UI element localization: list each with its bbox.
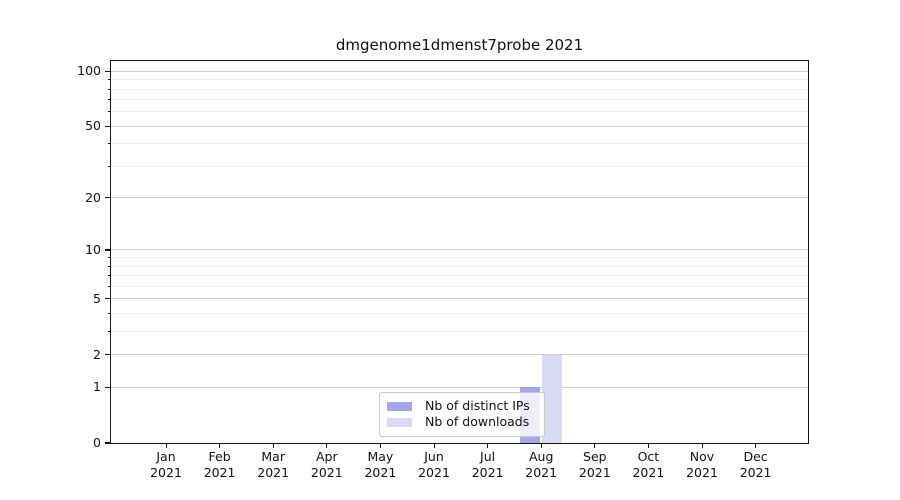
bar-nb-of-downloads-aug-2021 [542,354,563,443]
x-tick-sep-2021 [594,444,596,448]
y-minor-tick-9 [108,257,111,259]
y-tick-5 [105,298,110,300]
gridline-major-1 [111,386,808,388]
y-minor-tick-80 [108,88,111,90]
x-tick-label-aug-2021: Aug 2021 [525,449,558,480]
x-tick-label-sep-2021: Sep 2021 [578,449,611,480]
y-tick-label-50: 50 [85,118,101,134]
legend-swatch-downloads [387,417,412,427]
y-tick-20 [105,197,110,199]
x-tick-label-feb-2021: Feb 2021 [203,449,236,480]
gridline-minor-90 [111,79,808,81]
x-tick-may-2021 [379,444,382,448]
y-tick-label-20: 20 [85,189,101,205]
x-tick-label-mar-2021: Mar 2021 [257,449,290,480]
x-tick-label-nov-2021: Nov 2021 [686,449,718,480]
x-tick-apr-2021 [326,444,328,448]
legend: Nb of distinct IPs Nb of downloads [379,392,545,437]
y-tick-label-10: 10 [85,241,101,257]
gridline-major-5 [111,298,808,300]
y-minor-tick-70 [108,99,111,101]
gridline-minor-60 [111,111,808,113]
x-tick-mar-2021 [272,444,274,448]
x-tick-label-dec-2021: Dec 2021 [739,449,772,480]
y-minor-tick-30 [108,166,111,167]
x-tick-jul-2021 [487,444,489,448]
gridline-minor-30 [111,166,808,167]
x-tick-label-apr-2021: Apr 2021 [310,449,343,480]
x-tick-aug-2021 [540,444,542,448]
x-tick-label-may-2021: May 2021 [364,449,397,480]
y-minor-tick-90 [108,79,111,81]
gridline-minor-6 [111,285,808,287]
gridline-minor-9 [111,257,808,259]
gridline-major-10 [111,249,808,251]
gridline-major-100 [111,70,808,72]
gridline-minor-7 [111,275,808,277]
gridline-major-20 [111,197,808,199]
y-tick-10 [105,249,110,251]
x-tick-jan-2021 [165,444,167,448]
y-tick-2 [105,353,110,356]
y-minor-tick-7 [108,275,111,277]
y-tick-label-2: 2 [93,346,101,362]
gridline-minor-40 [111,143,808,145]
gridline-minor-70 [111,99,808,101]
legend-label-distinct-ips: Nb of distinct IPs [425,398,530,414]
y-tick-100 [105,70,110,72]
y-minor-tick-3 [108,330,111,332]
y-minor-tick-40 [108,143,111,145]
y-tick-label-1: 1 [93,379,101,395]
y-tick-50 [105,125,110,127]
legend-label-downloads: Nb of downloads [425,414,530,430]
legend-item-downloads: Nb of downloads [387,416,537,429]
gridline-minor-4 [111,312,808,314]
x-tick-feb-2021 [219,444,221,448]
gridline-major-2 [111,354,808,356]
y-tick-label-0: 0 [93,435,101,450]
x-tick-label-jun-2021: Jun 2021 [418,449,450,480]
x-tick-label-jan-2021: Jan 2021 [150,449,182,480]
y-minor-tick-60 [108,111,111,113]
y-minor-tick-8 [108,265,111,267]
x-tick-oct-2021 [647,444,650,448]
y-minor-tick-6 [108,285,111,287]
gridline-minor-8 [111,265,808,267]
y-minor-tick-4 [108,312,111,314]
x-tick-nov-2021 [701,444,703,448]
legend-item-distinct-ips: Nb of distinct IPs [387,400,537,413]
gridline-minor-3 [111,330,808,332]
chart-title: dmgenome1dmenst7probe 2021 [335,36,584,54]
gridline-major-50 [111,125,808,127]
x-tick-label-oct-2021: Oct 2021 [632,449,665,480]
x-tick-dec-2021 [755,444,757,448]
x-tick-label-jul-2021: Jul 2021 [471,449,504,480]
gridline-minor-80 [111,88,808,90]
y-tick-1 [105,386,110,388]
legend-swatch-distinct-ips [387,402,412,412]
y-tick-0 [105,442,110,444]
y-tick-label-5: 5 [93,290,101,306]
x-tick-jun-2021 [433,444,435,448]
y-tick-label-100: 100 [77,63,101,79]
